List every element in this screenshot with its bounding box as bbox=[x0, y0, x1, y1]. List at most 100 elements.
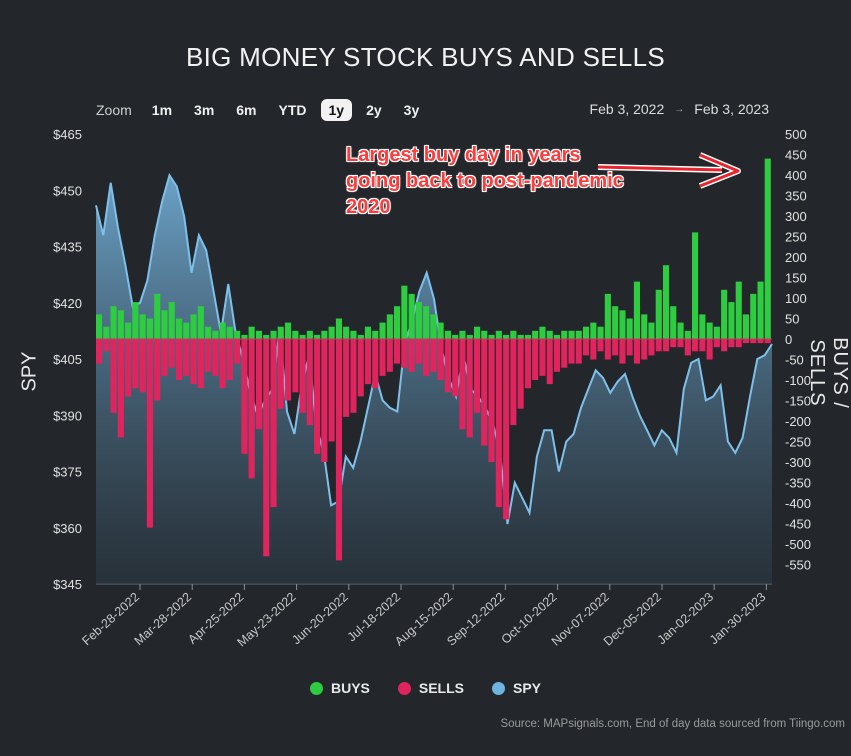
buys-bar bbox=[350, 330, 357, 339]
buys-bar bbox=[234, 330, 241, 339]
y-left-tick-label: $435 bbox=[53, 240, 82, 255]
sells-bar bbox=[619, 339, 626, 364]
buys-bar bbox=[633, 281, 640, 339]
sells-bar bbox=[117, 339, 124, 438]
buys-bar bbox=[721, 289, 728, 339]
buys-bar bbox=[270, 330, 277, 339]
y-right-tick-label: -550 bbox=[785, 558, 811, 573]
buys-bar bbox=[190, 314, 197, 339]
buys-bar bbox=[699, 314, 706, 339]
buys-bar bbox=[255, 330, 262, 339]
sells-bar bbox=[183, 339, 190, 376]
x-tick-label: Jan-02-2023 bbox=[655, 590, 717, 647]
y-right-tick-label: 0 bbox=[785, 332, 792, 347]
legend-item-sells[interactable]: SELLS bbox=[397, 680, 464, 696]
sells-bar bbox=[677, 339, 684, 348]
legend-item-spy[interactable]: SPY bbox=[492, 680, 541, 696]
legend: BUYS SELLS SPY bbox=[0, 680, 851, 696]
sells-bar bbox=[532, 339, 539, 380]
sells-bar bbox=[757, 339, 764, 344]
zoom-3m-button[interactable]: 3m bbox=[194, 102, 215, 118]
sells-bar bbox=[285, 339, 292, 401]
sells-bar bbox=[154, 339, 161, 401]
buys-bar bbox=[364, 326, 371, 339]
buys-bar bbox=[197, 306, 204, 339]
buys-bar bbox=[641, 314, 648, 339]
buys-bar bbox=[553, 334, 560, 339]
buys-bar bbox=[379, 322, 386, 339]
y-axis-right: 500450400350300250200150100500-50-100-15… bbox=[785, 127, 811, 573]
sells-bar bbox=[488, 339, 495, 462]
sells-bar bbox=[553, 339, 560, 372]
buys-bar bbox=[735, 281, 742, 339]
sells-bar bbox=[343, 339, 350, 417]
y-left-tick-label: $465 bbox=[53, 127, 82, 142]
sells-bar bbox=[197, 339, 204, 389]
sells-bar bbox=[328, 339, 335, 442]
sells-bar bbox=[713, 339, 720, 348]
buys-bar bbox=[568, 330, 575, 339]
sells-dot-icon bbox=[397, 681, 411, 695]
sells-bar bbox=[292, 339, 299, 393]
buys-bar bbox=[604, 293, 611, 339]
sells-bar bbox=[161, 339, 168, 376]
buys-bar bbox=[466, 334, 473, 339]
annotation-line-1: Largest buy day in years bbox=[346, 144, 581, 166]
range-from-input[interactable]: Feb 3, 2022 bbox=[589, 101, 665, 117]
sells-bar bbox=[103, 339, 110, 352]
zoom-2y-button[interactable]: 2y bbox=[366, 102, 382, 118]
y-right-tick-label: 50 bbox=[785, 312, 799, 327]
spy-line bbox=[95, 172, 773, 525]
sells-bar bbox=[379, 339, 386, 376]
legend-label-sells: SELLS bbox=[418, 680, 464, 696]
sells-bar bbox=[96, 339, 103, 364]
buys-bar bbox=[248, 326, 255, 339]
buys-bar bbox=[728, 302, 735, 339]
buys-bar bbox=[299, 334, 306, 339]
x-axis: Feb-28-2022Mar-28-2022Apr-25-2022May-23-… bbox=[79, 584, 768, 650]
buys-bar bbox=[546, 330, 553, 339]
sells-bar bbox=[517, 339, 524, 409]
sells-bar bbox=[692, 339, 699, 352]
zoom-6m-button[interactable]: 6m bbox=[236, 102, 257, 118]
buys-bar bbox=[415, 302, 422, 339]
sells-bar bbox=[386, 339, 393, 372]
sells-bar bbox=[626, 339, 633, 356]
sells-bar bbox=[750, 339, 757, 344]
annotation-arrow-icon bbox=[597, 152, 741, 189]
zoom-1y-button[interactable]: 1y bbox=[320, 99, 353, 121]
chart-title: BIG MONEY STOCK BUYS AND SELLS bbox=[185, 42, 666, 72]
buys-bar bbox=[343, 326, 350, 339]
zoom-3y-button[interactable]: 3y bbox=[403, 102, 420, 118]
sells-bar bbox=[321, 339, 328, 462]
sells-bar bbox=[648, 339, 655, 356]
y-left-tick-label: $405 bbox=[53, 352, 82, 367]
buys-bar bbox=[401, 285, 408, 339]
zoom-bar: Zoom 1m 3m 6m YTD 1y 2y 3y bbox=[96, 98, 427, 122]
buys-bar bbox=[154, 293, 161, 339]
y-right-tick-label: 400 bbox=[785, 168, 807, 183]
buys-bar bbox=[132, 302, 139, 339]
zoom-ytd-button[interactable]: YTD bbox=[278, 102, 307, 118]
sells-bar bbox=[255, 339, 262, 430]
sells-bar bbox=[633, 339, 640, 364]
buys-bar bbox=[670, 306, 677, 339]
sells-bar bbox=[357, 339, 364, 397]
legend-item-buys[interactable]: BUYS bbox=[309, 680, 370, 696]
legend-label-spy: SPY bbox=[513, 680, 542, 696]
range-to-input[interactable]: Feb 3, 2023 bbox=[694, 101, 769, 117]
buys-bar bbox=[183, 322, 190, 339]
sells-bar bbox=[270, 339, 277, 508]
y-right-tick-label: 500 bbox=[785, 127, 807, 142]
zoom-1m-button[interactable]: 1m bbox=[151, 102, 173, 118]
sells-bar bbox=[415, 339, 422, 364]
sells-bar bbox=[597, 339, 604, 352]
buys-bar bbox=[110, 306, 117, 339]
y-right-tick-label: -300 bbox=[785, 455, 811, 470]
x-tick-label: Jun-20-2022 bbox=[289, 590, 351, 647]
x-tick-label: Sep-12-2022 bbox=[444, 590, 507, 649]
sells-bar bbox=[474, 339, 481, 413]
annotation-line-2: going back to post-pandemic bbox=[346, 170, 624, 192]
sells-bar bbox=[728, 339, 735, 348]
spy-dot-icon bbox=[492, 681, 505, 695]
